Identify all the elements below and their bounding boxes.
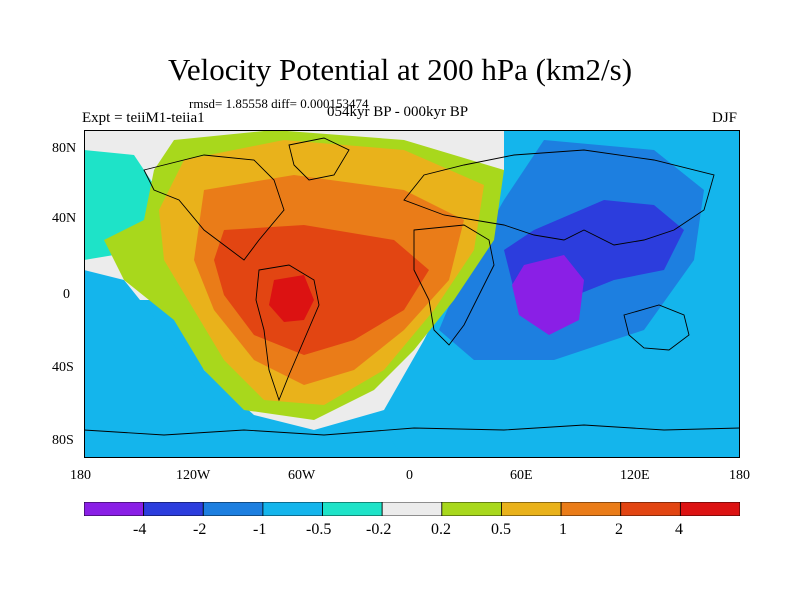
colorbar-label: 2 — [615, 521, 623, 538]
y-tick-label: 40S — [52, 360, 74, 375]
x-tick-label: 120E — [620, 468, 650, 483]
x-tick-label: 60W — [288, 468, 316, 483]
y-tick-label: 40N — [52, 211, 77, 226]
experiment-label: Expt = teiiM1-teiia1 — [82, 110, 205, 126]
coast-eurasia — [403, 149, 715, 246]
colorbar-swatch — [679, 502, 740, 516]
coast-south-america — [255, 264, 320, 402]
coast-antarctica — [84, 424, 740, 436]
x-tick-label: 60E — [510, 468, 533, 483]
colorbar-swatch — [501, 502, 562, 516]
x-tick-label: 120W — [176, 468, 211, 483]
map-border — [84, 130, 740, 458]
colorbar-label: -2 — [193, 521, 207, 538]
colorbar-swatch — [322, 502, 383, 516]
coast-north-america — [143, 154, 285, 261]
colorbar-swatch — [84, 502, 145, 516]
plot-title: Velocity Potential at 200 hPa (km2/s) — [167, 52, 633, 87]
velocity-potential-map — [84, 130, 740, 458]
contour-pos-4 — [269, 275, 314, 322]
colorbar-label: 0.2 — [431, 521, 451, 538]
colorbar-swatch — [202, 502, 264, 516]
colorbar-swatch — [441, 502, 502, 516]
contour-pos-2 — [214, 225, 429, 355]
stats-line: rmsd= 1.85558 diff= 0.000153474 — [189, 96, 369, 111]
colorbar-label: 1 — [559, 521, 567, 538]
season-label: DJF — [712, 110, 738, 126]
coast-greenland — [288, 137, 350, 181]
colorbar-label: -4 — [133, 521, 147, 538]
colorbar-label: -1 — [253, 521, 267, 538]
y-tick-label: 0 — [63, 287, 70, 302]
colorbar-swatch — [560, 502, 622, 516]
coast-africa — [413, 224, 495, 346]
y-tick-label: 80S — [52, 433, 74, 448]
colorbar-label: -0.5 — [306, 521, 332, 538]
x-tick-label: 180 — [70, 468, 91, 483]
contour-neg-4 — [512, 255, 584, 335]
colorbar-label: 0.5 — [491, 521, 511, 538]
colorbar — [84, 502, 740, 516]
contour-neg-02-west-band — [84, 270, 404, 458]
x-tick-label: 180 — [729, 468, 750, 483]
colorbar-swatch — [143, 502, 204, 516]
period-label: 054kyr BP - 000kyr BP — [327, 104, 469, 120]
coast-australia — [623, 304, 690, 351]
colorbar-swatch — [381, 502, 443, 516]
coastlines — [84, 137, 740, 436]
colorbar-swatch — [620, 502, 681, 516]
colorbar-label: -0.2 — [366, 521, 392, 538]
colorbar-swatch — [262, 502, 323, 516]
colorbar-label: 4 — [675, 521, 683, 538]
x-tick-label: 0 — [406, 468, 413, 483]
y-tick-label: 80N — [52, 141, 77, 156]
